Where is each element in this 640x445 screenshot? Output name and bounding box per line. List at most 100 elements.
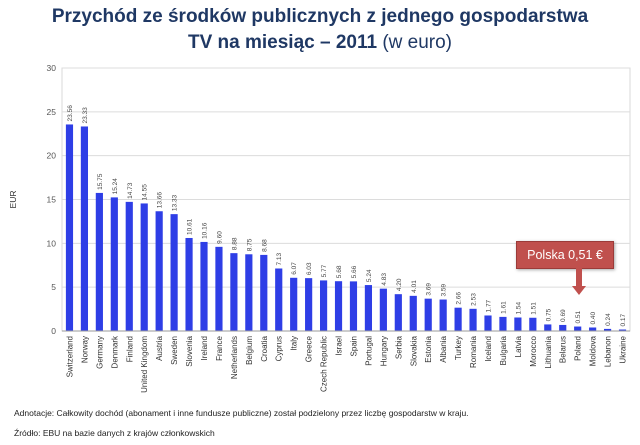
y-tick-label: 10 [47, 238, 57, 248]
bar [439, 299, 447, 331]
category-label: Finland [125, 336, 134, 362]
bar [529, 317, 537, 331]
category-label: Sweden [170, 336, 179, 365]
value-label: 2.53 [471, 293, 478, 306]
value-label: 5.77 [321, 264, 328, 277]
category-label: Ukraine [619, 335, 628, 363]
value-label: 8.88 [231, 237, 238, 250]
y-tick-label: 30 [47, 63, 57, 73]
bar [319, 280, 328, 331]
value-label: 15.24 [112, 178, 119, 195]
value-label: 0.17 [620, 313, 627, 326]
bar [305, 278, 313, 331]
bar [364, 285, 373, 331]
category-label: Greece [305, 335, 314, 362]
bar [140, 203, 148, 331]
category-label: Denmark [110, 335, 119, 368]
value-label: 4.01 [411, 280, 418, 293]
category-label: Germany [95, 336, 104, 369]
bar [215, 246, 223, 331]
value-label: 1.51 [530, 302, 537, 315]
category-label: Morocco [529, 335, 538, 366]
bar [185, 237, 193, 331]
category-label: Italy [290, 336, 299, 351]
y-axis-label: EUR [8, 191, 18, 209]
value-label: 3.59 [441, 283, 448, 296]
value-label: 2.66 [456, 292, 463, 305]
category-label: Austria [155, 335, 164, 360]
bar [499, 316, 507, 331]
bar [544, 324, 552, 331]
value-label: 1.54 [515, 301, 522, 314]
bar [155, 211, 163, 331]
value-label: 5.24 [366, 269, 373, 282]
bar [245, 254, 253, 331]
bar [80, 126, 89, 331]
value-label: 9.60 [216, 231, 223, 244]
bar [603, 328, 612, 331]
bar [349, 281, 358, 331]
category-label: Croatia [260, 335, 269, 361]
bar [170, 214, 178, 331]
title-line-1: Przychód ze środków publicznych z jedneg… [51, 6, 589, 27]
bar [65, 124, 74, 331]
bar [125, 201, 133, 331]
value-label: 8.68 [261, 239, 268, 252]
value-label: 4.20 [396, 278, 403, 291]
bar [334, 281, 343, 331]
arrow-shaft [576, 268, 582, 286]
category-label: Albania [439, 335, 448, 362]
category-label: Israel [335, 336, 344, 356]
value-label: 8.75 [246, 238, 253, 251]
chart-title: Przychód ze środków publicznych z jedneg… [0, 4, 640, 56]
value-label: 3.69 [426, 283, 433, 296]
title-line-2-main: TV na miesiąc – 2011 [187, 32, 378, 53]
category-label: Netherlands [230, 336, 239, 379]
value-label: 7.13 [276, 252, 283, 265]
bar [574, 326, 582, 331]
bar [484, 315, 492, 331]
category-label: France [215, 335, 224, 360]
category-label: Belarus [559, 336, 568, 363]
category-label: Turkey [454, 336, 463, 360]
bar [260, 254, 268, 331]
category-label: Switzerland [65, 336, 74, 377]
value-label: 0.75 [545, 308, 552, 321]
value-label: 15.75 [97, 173, 104, 190]
y-tick-label: 0 [51, 326, 56, 336]
arrow-head [572, 286, 586, 295]
value-label: 0.24 [605, 313, 612, 326]
category-label: Poland [574, 336, 583, 361]
y-tick-label: 25 [47, 107, 57, 117]
bar [230, 253, 238, 331]
value-label: 23.33 [82, 107, 89, 124]
category-label: Slovakia [409, 335, 418, 366]
value-label: 4.83 [381, 273, 388, 286]
category-label: Ireland [200, 336, 209, 360]
category-label: Iceland [484, 336, 493, 362]
bar [618, 329, 627, 331]
category-label: Norway [80, 336, 89, 363]
category-label: Cyprus [275, 336, 284, 361]
bar [589, 327, 597, 331]
category-label: Lithuania [544, 335, 553, 368]
bar [200, 241, 208, 331]
title-line-2: TV na miesiąc – 2011 (w euro) [0, 30, 640, 56]
category-label: United Kingdom [140, 336, 149, 393]
category-label: Czech Republic [320, 336, 329, 392]
bar [469, 308, 477, 331]
title-unit: (w euro) [382, 32, 453, 53]
category-label: Lebanon [604, 336, 613, 367]
value-label: 0.40 [590, 311, 597, 324]
category-label: Moldova [589, 335, 598, 366]
bar [95, 192, 103, 331]
value-label: 10.16 [202, 222, 209, 239]
value-label: 6.03 [306, 262, 313, 275]
value-label: 14.55 [142, 184, 149, 201]
bar [514, 317, 522, 331]
category-label: Serbia [394, 335, 403, 359]
value-label: 10.61 [187, 218, 194, 235]
category-label: Portugal [364, 336, 373, 366]
category-label: Spain [349, 336, 358, 356]
y-tick-label: 20 [47, 151, 57, 161]
